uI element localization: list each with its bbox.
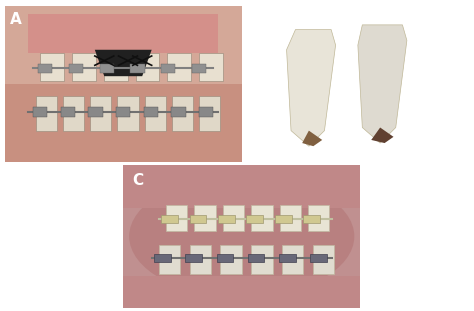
Bar — [223, 205, 244, 231]
Bar — [192, 64, 206, 73]
Bar — [40, 53, 64, 81]
Bar — [190, 215, 206, 224]
Bar — [279, 253, 296, 262]
Bar — [248, 253, 264, 262]
Bar — [161, 215, 178, 224]
Bar — [123, 276, 360, 308]
Bar — [166, 205, 187, 231]
Bar — [72, 53, 96, 81]
Bar — [104, 53, 128, 81]
Bar — [194, 205, 216, 231]
Bar — [5, 6, 242, 84]
Bar — [61, 107, 75, 117]
Bar — [275, 215, 292, 224]
Bar — [69, 64, 83, 73]
Bar — [63, 96, 84, 131]
Bar — [123, 165, 360, 208]
Bar — [280, 205, 301, 231]
Polygon shape — [287, 30, 336, 146]
Polygon shape — [371, 128, 393, 143]
Bar — [310, 253, 327, 262]
Bar — [190, 245, 211, 274]
Bar — [33, 107, 47, 117]
Bar — [308, 205, 329, 231]
Bar — [199, 96, 220, 131]
Bar — [90, 96, 111, 131]
Bar — [172, 107, 186, 117]
Bar — [117, 96, 138, 131]
Text: C: C — [133, 174, 144, 188]
Bar — [154, 253, 171, 262]
Bar — [167, 53, 191, 81]
Polygon shape — [358, 25, 407, 143]
Bar — [38, 64, 52, 73]
Bar — [172, 96, 193, 131]
Bar — [100, 64, 114, 73]
Bar — [246, 215, 263, 224]
Bar — [116, 107, 130, 117]
Text: A: A — [9, 12, 21, 27]
Bar — [282, 245, 303, 274]
Bar — [313, 245, 334, 274]
Bar — [185, 253, 202, 262]
Bar — [36, 96, 57, 131]
Text: B: B — [251, 12, 263, 27]
Bar — [199, 107, 213, 117]
Bar — [159, 245, 180, 274]
Polygon shape — [95, 50, 152, 76]
Bar — [199, 53, 223, 81]
Bar — [303, 215, 320, 224]
Polygon shape — [28, 14, 218, 53]
Bar — [251, 245, 273, 274]
Bar — [136, 53, 159, 81]
Bar — [218, 215, 235, 224]
Polygon shape — [302, 131, 322, 146]
Bar — [144, 107, 158, 117]
Bar — [217, 253, 233, 262]
Bar — [89, 107, 103, 117]
Bar — [5, 84, 242, 162]
Bar — [161, 64, 175, 73]
Bar — [130, 64, 145, 73]
Bar — [251, 205, 273, 231]
Bar — [220, 245, 242, 274]
Ellipse shape — [129, 175, 354, 297]
Bar — [145, 96, 166, 131]
